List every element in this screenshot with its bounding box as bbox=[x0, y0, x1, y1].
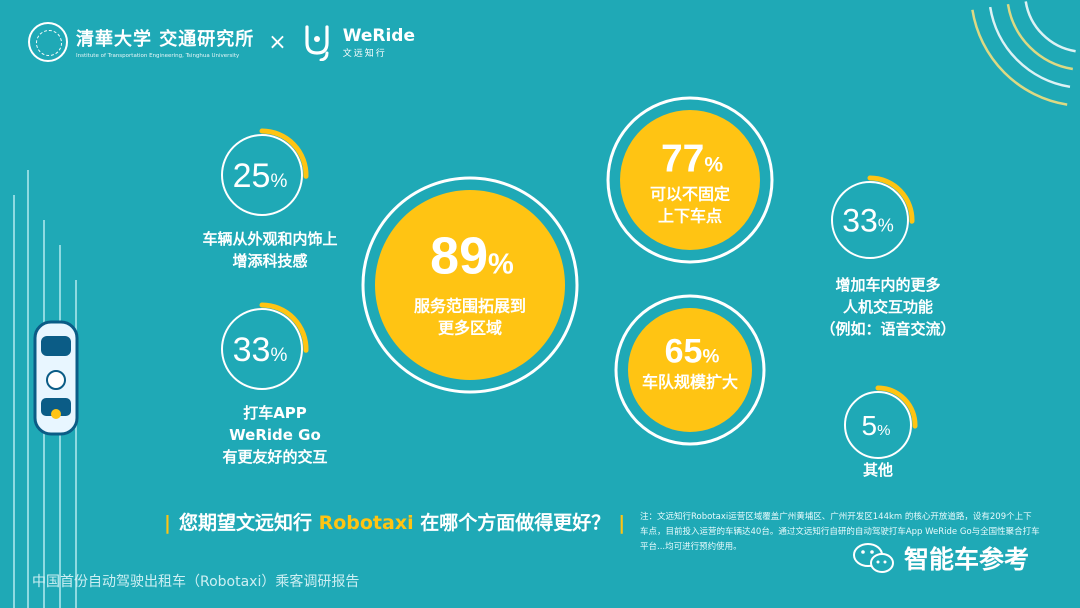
bubble-outer-ring bbox=[614, 294, 766, 446]
bubble-unit: % bbox=[704, 154, 723, 177]
bubble-unit: % bbox=[270, 345, 287, 366]
bubble-accent-arc bbox=[875, 385, 918, 429]
logo-cross: × bbox=[268, 29, 287, 55]
car-windshield bbox=[41, 336, 71, 356]
tsinghua-subtitle: Institute of Transportation Engineering,… bbox=[76, 53, 240, 59]
question-bar-right: | bbox=[618, 512, 626, 534]
bubble-5: 5% 其他 bbox=[844, 385, 918, 479]
bubble-ring bbox=[844, 391, 912, 459]
chart-question: | 您期望文远知行 Robotaxi 在哪个方面做得更好？ | bbox=[156, 508, 633, 535]
report-title-footer: 中国首份自动驾驶出租车（Robotaxi）乘客调研报告 bbox=[32, 574, 360, 590]
question-highlight: Robotaxi bbox=[318, 512, 414, 534]
bubble-unit: % bbox=[877, 422, 890, 439]
bubble-value: 25% bbox=[233, 157, 288, 195]
weride-logo-icon bbox=[305, 25, 329, 61]
watermark-badge: 智能车参考 bbox=[852, 540, 1029, 576]
bubble-unit: % bbox=[878, 216, 894, 236]
footnote: 注：文远知行Robotaxi运营区域覆盖广州黄埔区、广州开发区144km 的核心… bbox=[640, 512, 1040, 552]
watermark-text: 智能车参考 bbox=[904, 545, 1030, 574]
bubble-label: 更多区域 bbox=[438, 319, 502, 338]
bubble-value: 33% bbox=[233, 331, 288, 369]
bubble-label: WeRide Go bbox=[229, 426, 321, 444]
bubble-value: 33% bbox=[842, 203, 894, 239]
bubble-group: 89%服务范围拓展到更多区域77%可以不固定上下车点65%车队规模扩大33%增加… bbox=[202, 96, 956, 479]
decorative-arc bbox=[1024, 1, 1076, 53]
question-prefix: 您期望文远知行 bbox=[178, 512, 319, 534]
robotaxi-car-illustration bbox=[33, 320, 79, 436]
question-suffix: 在哪个方面做得更好？ bbox=[413, 512, 611, 534]
bubble-fill bbox=[620, 110, 760, 250]
bubble-fill bbox=[628, 308, 752, 432]
weride-subtitle: 文远知行 bbox=[342, 48, 387, 59]
bubble-label: 人机交互功能 bbox=[843, 298, 933, 316]
tsinghua-name: 清華大学 交通研究所 bbox=[76, 29, 255, 50]
bubble-label: 其他 bbox=[863, 461, 893, 479]
bubble-label: 增加车内的更多 bbox=[835, 276, 940, 294]
question-bar-left: | bbox=[164, 512, 171, 534]
bubble-outer-ring bbox=[606, 96, 774, 264]
bubble-value: 5% bbox=[862, 410, 891, 441]
bubble-accent-arc bbox=[259, 302, 309, 353]
bubble-label: 车队规模扩大 bbox=[642, 372, 738, 391]
decorative-arc bbox=[1006, 4, 1073, 71]
weride-logo-text: WeRide 文远知行 bbox=[343, 26, 415, 59]
bubble-label: （例如：语音交流） bbox=[820, 320, 955, 338]
bubble-label: 有更友好的交互 bbox=[222, 448, 327, 466]
decorative-arc bbox=[988, 6, 1071, 89]
bubble-label: 上下车点 bbox=[658, 207, 722, 226]
bubble-ring bbox=[221, 134, 303, 216]
weride-name: WeRide bbox=[342, 25, 416, 46]
bubble-label: 可以不固定 bbox=[650, 185, 730, 204]
bubble-outer-ring bbox=[361, 176, 579, 394]
car-lidar bbox=[46, 370, 66, 390]
bubble-fill bbox=[375, 190, 565, 380]
logo-header: 清華大学 交通研究所 Institute of Transportation E… bbox=[28, 22, 415, 62]
bubble-33: 33% 打车APP WeRide Go 有更友好的交互 bbox=[221, 302, 328, 466]
tsinghua-seal-icon bbox=[28, 22, 68, 62]
bubble-label: 打车APP bbox=[243, 404, 307, 422]
bubble-accent-arc bbox=[867, 175, 915, 224]
car-badge bbox=[51, 409, 61, 419]
decorative-arc bbox=[971, 9, 1068, 106]
bubble-ring bbox=[221, 308, 303, 390]
bubble-65: 65%车队规模扩大 bbox=[614, 294, 766, 446]
bubble-accent-arc bbox=[259, 128, 309, 179]
bubble-unit: % bbox=[702, 347, 719, 368]
bubble-unit: % bbox=[488, 249, 514, 281]
wechat-icon bbox=[853, 543, 894, 573]
bubble-value: 65% bbox=[665, 333, 720, 371]
bubble-label: 服务范围拓展到 bbox=[414, 297, 526, 316]
car-rear-window bbox=[41, 398, 71, 416]
bubble-label: 车辆从外观和内饰上 bbox=[202, 230, 337, 248]
tsinghua-logo-text: 清華大学 交通研究所 Institute of Transportation E… bbox=[76, 25, 254, 59]
bubble-label: 增添科技感 bbox=[232, 252, 307, 270]
bubble-ring bbox=[831, 181, 909, 259]
bubble-unit: % bbox=[270, 171, 287, 192]
